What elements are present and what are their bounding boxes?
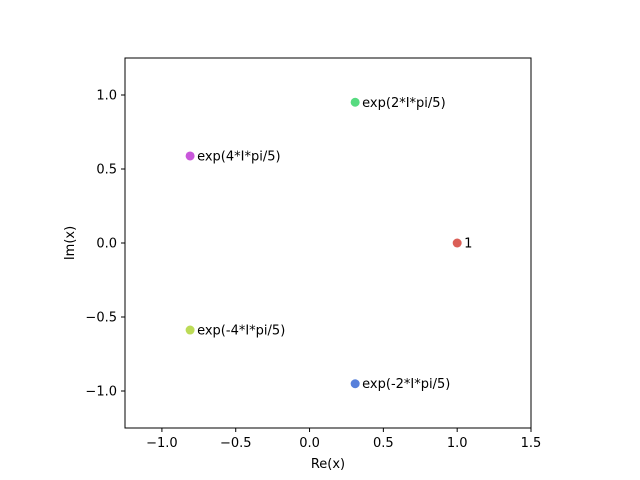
x-tick-label: −1.0	[146, 436, 178, 451]
x-tick-label: 0.5	[373, 436, 394, 451]
y-tick-label: −0.5	[85, 311, 117, 326]
point-label: exp(2*I*pi/5)	[362, 96, 445, 111]
scatter-point	[185, 325, 195, 335]
x-tick-label: 0.0	[299, 436, 320, 451]
y-tick-label: 1.0	[96, 89, 117, 104]
x-axis: −1.0 −0.5 0.0 0.5 1.0 1.5	[146, 428, 541, 451]
point-label: 1	[464, 237, 472, 252]
plot-layer: 1 exp(2*I*pi/5) exp(4*I*pi/5) exp(-4*I*pi/5…	[185, 96, 472, 392]
x-axis-title: Re(x)	[311, 457, 345, 472]
x-tick-label: 1.5	[521, 436, 542, 451]
y-tick-label: −1.0	[85, 385, 117, 400]
point-label: exp(-4*I*pi/5)	[197, 324, 285, 339]
point-label: exp(-2*I*pi/5)	[362, 377, 450, 392]
x-tick-label: −0.5	[220, 436, 252, 451]
y-axis-title: Im(x)	[63, 226, 78, 260]
y-tick-label: 0.5	[96, 163, 117, 178]
x-tick-label: 1.0	[447, 436, 468, 451]
point-label: exp(4*I*pi/5)	[197, 149, 280, 164]
scatter-point	[350, 379, 360, 389]
y-tick-label: 0.0	[96, 237, 117, 252]
scatter-point	[350, 97, 360, 107]
y-axis: −1.0 −0.5 0.0 0.5 1.0	[85, 89, 125, 400]
scatter-point	[452, 238, 462, 248]
scatter-point	[185, 151, 195, 161]
